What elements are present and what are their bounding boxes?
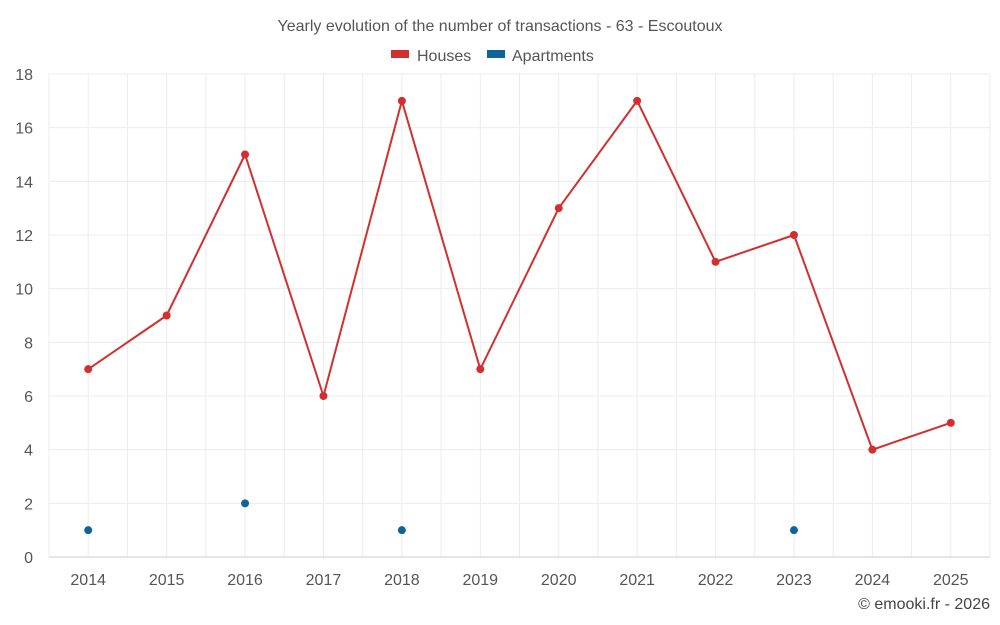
y-tick-label: 18 xyxy=(15,67,33,84)
legend: Houses Apartments xyxy=(391,48,594,65)
y-tick-label: 0 xyxy=(24,550,33,567)
y-tick-label: 4 xyxy=(24,443,33,460)
series-line-houses xyxy=(87,99,952,451)
legend-item-apartments[interactable]: Apartments xyxy=(487,48,594,65)
legend-label-apartments: Apartments xyxy=(512,48,594,65)
y-axis-ticks: 0 2 4 6 8 10 12 14 16 18 xyxy=(15,67,33,567)
data-point-houses-2021[interactable]: Houses 2021: 17 xyxy=(633,96,642,105)
y-tick-label: 10 xyxy=(15,282,33,299)
legend-swatch-houses xyxy=(391,50,409,58)
legend-swatch-apartments xyxy=(487,50,505,58)
y-tick-label: 2 xyxy=(24,496,33,513)
x-tick-label: 2014 xyxy=(70,572,106,589)
y-tick-label: 12 xyxy=(15,228,33,245)
data-point-houses-2019[interactable]: Houses 2019: 7 xyxy=(476,365,485,374)
chart-title: Yearly evolution of the number of transa… xyxy=(278,18,723,35)
grid xyxy=(48,73,991,557)
data-point-houses-2016[interactable]: Houses 2016: 15 xyxy=(241,150,250,159)
x-tick-label: 2017 xyxy=(306,572,342,589)
x-tick-label: 2021 xyxy=(619,572,655,589)
x-tick-label: 2024 xyxy=(855,572,891,589)
y-tick-label: 16 xyxy=(15,121,33,138)
x-tick-label: 2020 xyxy=(541,572,577,589)
x-tick-label: 2015 xyxy=(149,572,185,589)
legend-item-houses[interactable]: Houses xyxy=(391,48,471,65)
data-point-apartments-2023[interactable]: Apartments 2023: 1 xyxy=(789,526,798,535)
data-point-houses-2025[interactable]: Houses 2025: 5 xyxy=(946,418,955,427)
data-point-apartments-2018[interactable]: Apartments 2018: 1 xyxy=(397,526,406,535)
legend-label-houses: Houses xyxy=(417,48,471,65)
x-tick-label: 2016 xyxy=(227,572,263,589)
data-point-apartments-2016[interactable]: Apartments 2016: 2 xyxy=(241,499,250,508)
series-layer: Houses 2014: 7 Houses 2015: 9 Houses 2016:… xyxy=(84,96,955,535)
data-point-houses-2022[interactable]: Houses 2022: 11 xyxy=(711,257,720,266)
y-tick-label: 6 xyxy=(24,389,33,406)
x-tick-label: 2018 xyxy=(384,572,420,589)
data-point-houses-2024[interactable]: Houses 2024: 4 xyxy=(868,445,877,454)
x-tick-label: 2025 xyxy=(933,572,969,589)
data-point-houses-2015[interactable]: Houses 2015: 9 xyxy=(162,311,171,320)
data-point-houses-2020[interactable]: Houses 2020: 13 xyxy=(554,204,563,213)
x-axis-ticks: 2014 2015 2016 2017 2018 2019 2020 2021 2022 2023… xyxy=(70,572,968,589)
data-point-houses-2018[interactable]: Houses 2018: 17 xyxy=(397,96,406,105)
x-tick-label: 2023 xyxy=(776,572,812,589)
data-point-apartments-2014[interactable]: Apartments 2014: 1 xyxy=(84,526,93,535)
y-tick-label: 8 xyxy=(24,335,33,352)
data-point-houses-2023[interactable]: Houses 2023: 12 xyxy=(789,231,798,239)
y-tick-label: 14 xyxy=(15,174,33,191)
x-tick-label: 2022 xyxy=(698,572,734,589)
data-point-houses-2017[interactable]: Houses 2017: 6 xyxy=(319,392,328,400)
x-tick-label: 2019 xyxy=(462,572,498,589)
credit: © emooki.fr - 2026 xyxy=(858,596,990,613)
data-point-houses-2014[interactable]: Houses 2014: 7 xyxy=(84,365,93,374)
